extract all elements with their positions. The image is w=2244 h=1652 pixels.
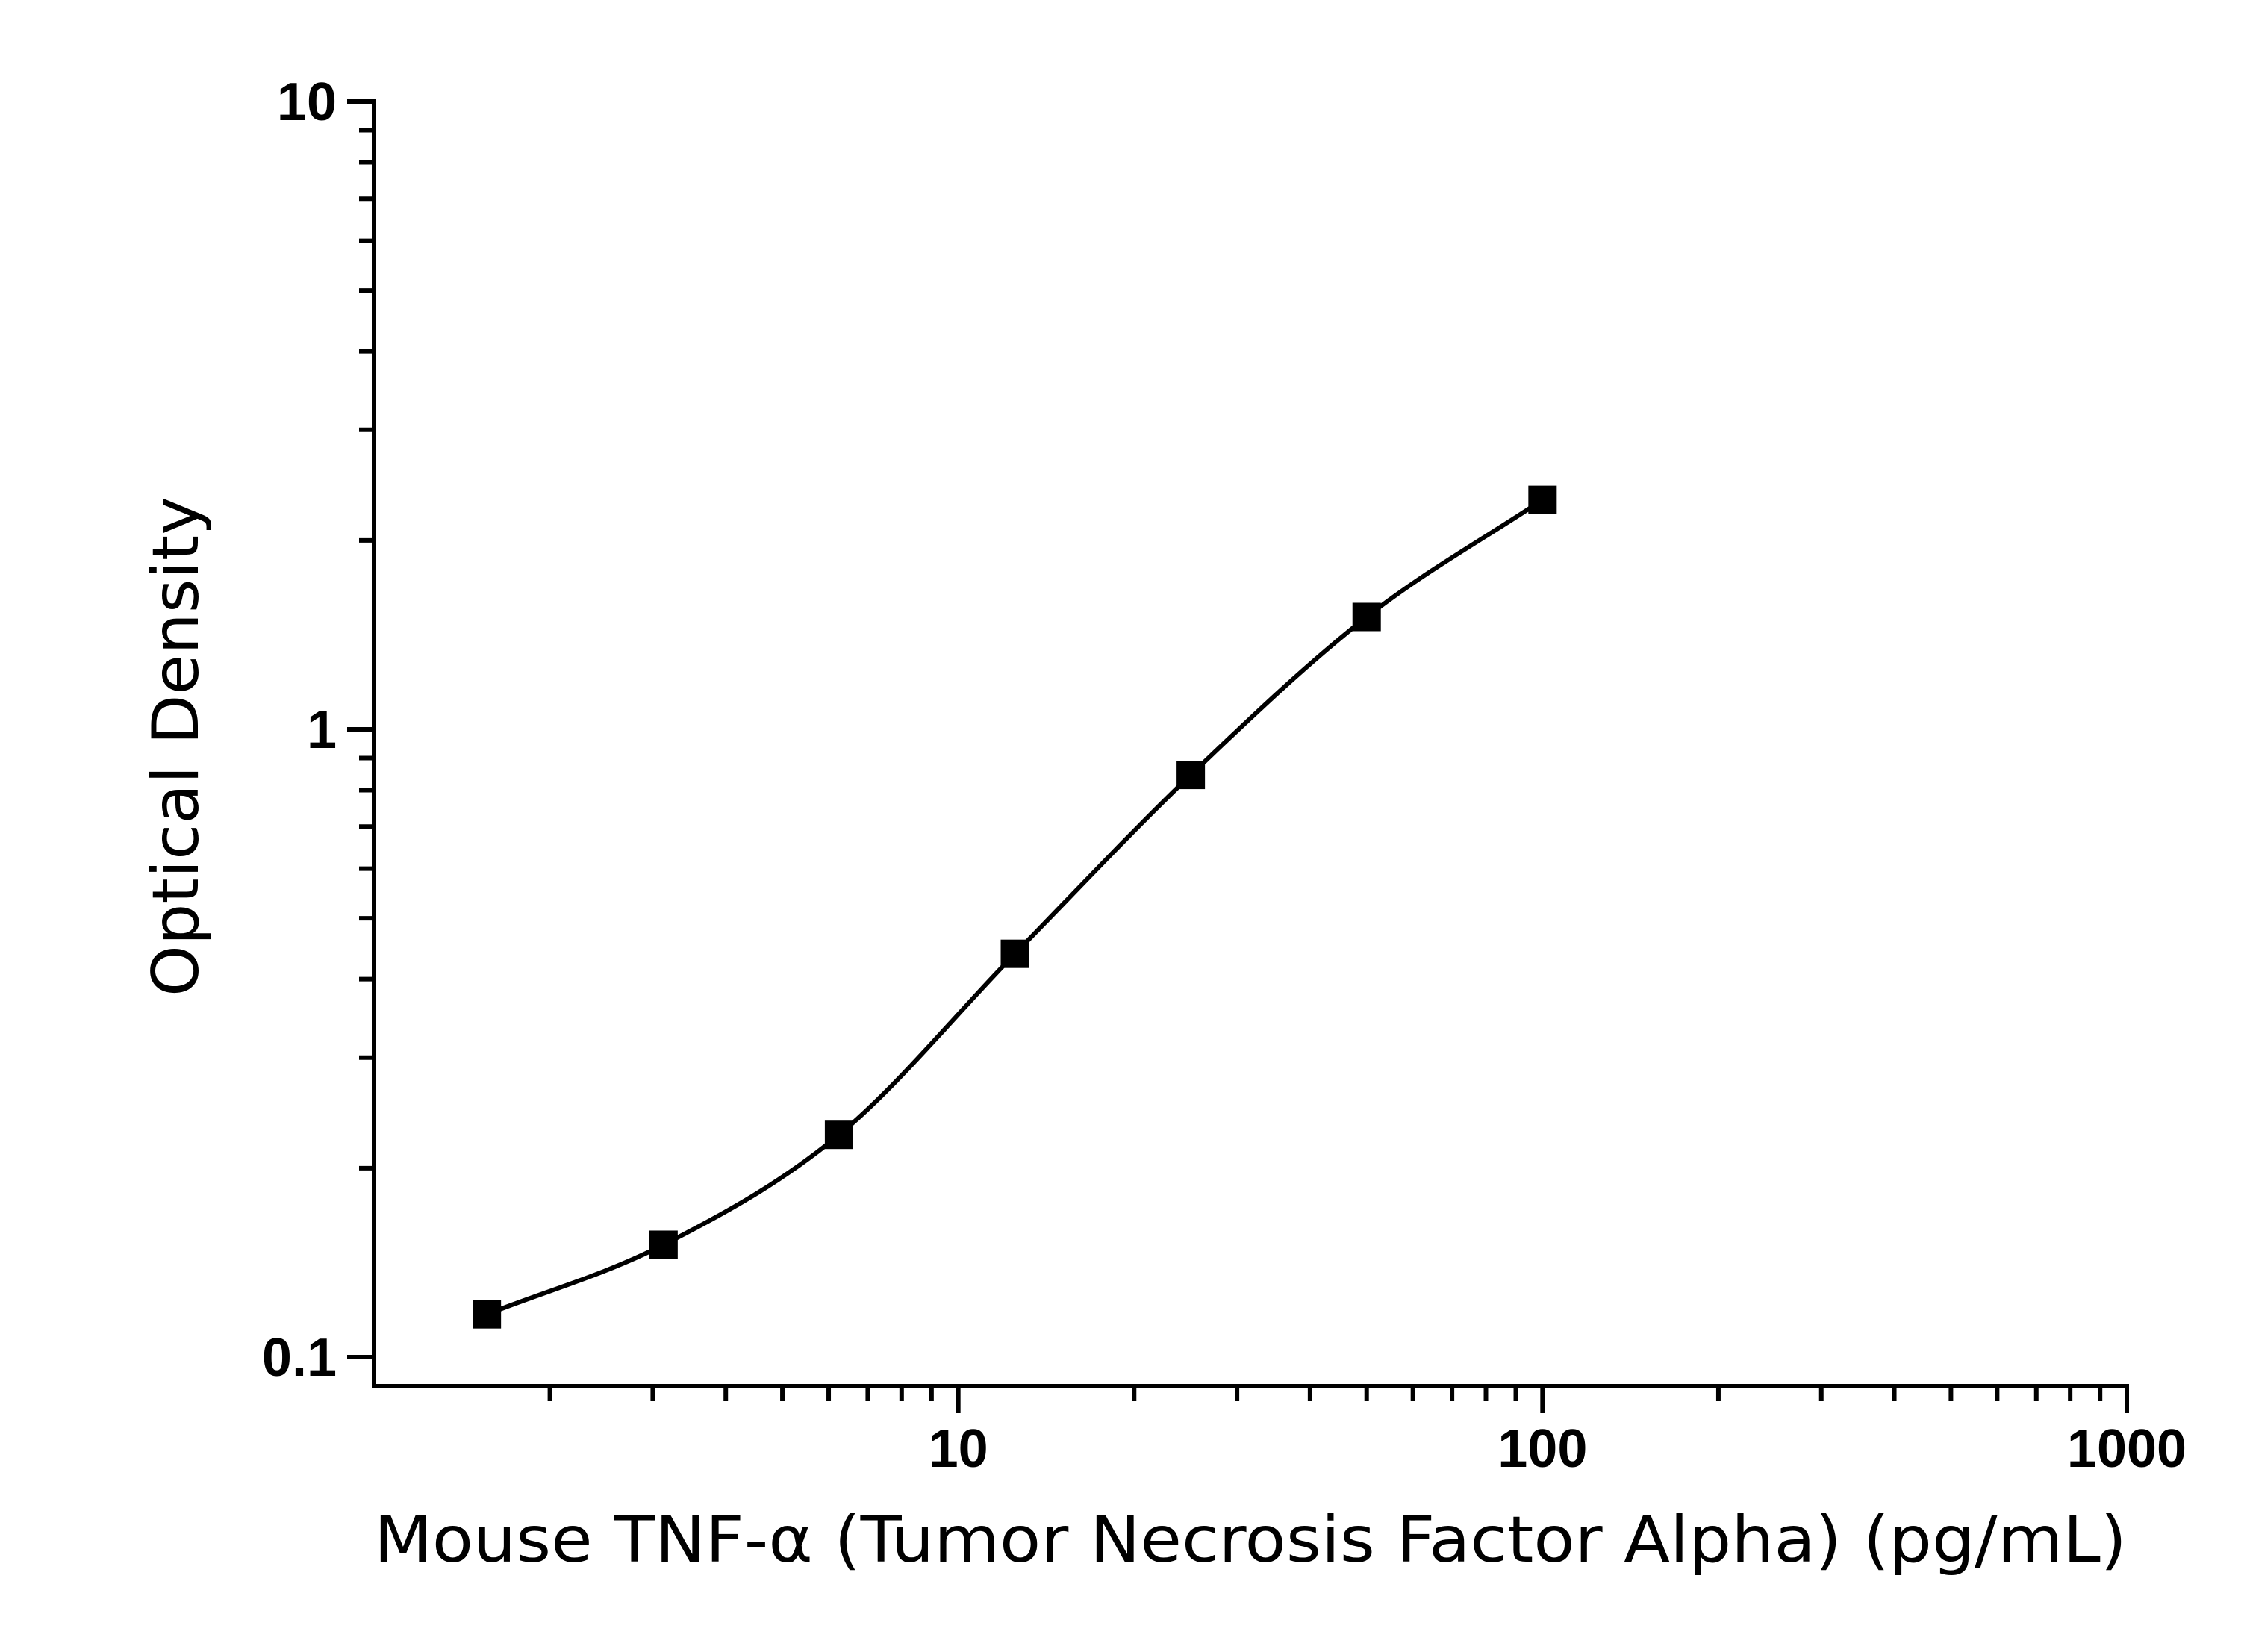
data-point	[649, 1230, 678, 1259]
axes: 0.1 1 10 10 100 1000	[262, 72, 2187, 1479]
y-tick-label: 1	[307, 700, 337, 760]
x-tick-label: 10	[929, 1419, 988, 1479]
fit-curve	[486, 498, 1544, 1317]
x-tick-label: 100	[1497, 1419, 1587, 1479]
x-tick-label: 1000	[2067, 1419, 2187, 1479]
data-point	[1528, 485, 1557, 514]
y-axis-label: Optical Density	[139, 496, 214, 997]
y-tick-label: 0.1	[262, 1328, 337, 1388]
data-point	[1352, 602, 1381, 632]
x-ticks: 10 100 1000	[547, 1386, 2187, 1479]
y-ticks: 0.1 1 10	[262, 72, 374, 1388]
data-point	[1176, 761, 1206, 790]
data-point	[473, 1300, 502, 1329]
data-point	[1000, 939, 1029, 968]
data-point	[824, 1120, 853, 1150]
data-markers	[473, 485, 1557, 1329]
y-tick-label: 10	[277, 72, 337, 132]
x-axis-label: Mouse TNF-α (Tumor Necrosis Factor Alpha…	[374, 1503, 2127, 1577]
